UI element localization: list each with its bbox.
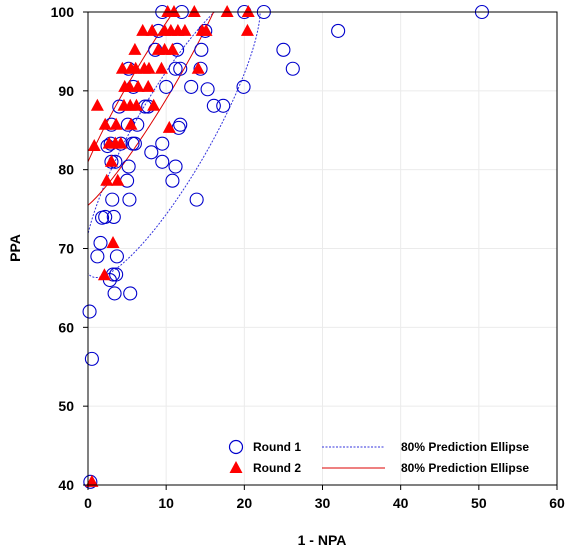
point-round-1 — [168, 61, 183, 76]
point-round-2 — [136, 23, 150, 36]
point-round-1 — [144, 145, 159, 160]
point-round-2 — [90, 98, 104, 111]
legend-ellipse2-label: 80% Prediction Ellipse — [401, 461, 529, 475]
point-round-2 — [131, 79, 145, 92]
point-round-2 — [106, 235, 120, 248]
legend-round2-marker — [229, 461, 243, 473]
x-tick-label: 50 — [471, 495, 487, 511]
legend-round2-label: Round 2 — [253, 461, 301, 475]
point-round-2 — [142, 61, 156, 74]
legend-round1-marker — [228, 439, 244, 455]
point-round-1 — [127, 136, 142, 151]
point-round-1 — [285, 61, 300, 76]
point-round-1 — [107, 286, 122, 301]
point-round-2 — [128, 42, 142, 55]
point-round-1 — [159, 79, 174, 94]
point-round-1 — [173, 117, 188, 132]
point-round-1 — [184, 79, 199, 94]
legend-round1-label: Round 1 — [253, 440, 301, 454]
point-round-1 — [122, 192, 137, 207]
x-tick-label: 30 — [315, 495, 331, 511]
point-round-1 — [93, 235, 108, 251]
x-tick-layer: 0 10 20 30 40 50 60 — [84, 485, 565, 511]
point-round-2 — [199, 23, 213, 36]
point-round-2 — [109, 117, 123, 130]
point-round-2 — [167, 5, 181, 17]
point-round-1 — [84, 351, 99, 366]
point-round-1 — [236, 79, 251, 94]
x-tick-label: 20 — [237, 495, 253, 511]
x-tick-label: 40 — [393, 495, 409, 511]
point-round-1 — [193, 61, 208, 76]
y-tick-label: 70 — [58, 241, 74, 257]
point-round-2 — [154, 61, 168, 74]
x-axis-title: 1 - NPA — [298, 532, 347, 548]
point-round-2 — [141, 79, 155, 92]
point-round-2 — [114, 136, 128, 149]
points-layer — [82, 4, 490, 489]
y-tick-label: 100 — [51, 4, 75, 20]
point-round-1 — [106, 209, 121, 225]
point-round-1 — [194, 42, 209, 57]
point-round-2 — [100, 173, 114, 186]
point-round-1 — [189, 192, 204, 207]
point-round-2 — [162, 120, 176, 133]
point-round-1 — [83, 474, 98, 489]
point-round-2 — [178, 23, 192, 36]
x-tick-label: 0 — [84, 495, 92, 511]
point-round-2 — [241, 5, 255, 17]
point-round-1 — [331, 23, 346, 38]
y-tick-label: 50 — [58, 398, 74, 414]
point-round-2 — [98, 117, 112, 130]
point-round-2 — [165, 42, 179, 55]
point-round-1 — [105, 192, 120, 207]
point-round-1 — [155, 154, 170, 169]
point-round-2 — [129, 98, 143, 111]
point-round-1 — [123, 286, 138, 301]
point-round-1 — [155, 136, 170, 151]
y-tick-label: 80 — [58, 162, 74, 178]
point-round-1 — [173, 61, 188, 76]
point-round-2 — [240, 23, 254, 36]
y-tick-label: 60 — [58, 319, 74, 335]
y-tick-label: 40 — [58, 477, 74, 493]
point-round-2 — [97, 268, 111, 281]
point-round-1 — [276, 42, 291, 57]
point-round-1 — [121, 159, 136, 174]
point-round-1 — [168, 159, 183, 174]
point-round-2 — [158, 23, 172, 36]
point-round-2 — [115, 61, 129, 74]
legend-ellipse1-label: 80% Prediction Ellipse — [401, 440, 529, 454]
point-round-2 — [104, 154, 118, 167]
point-round-1 — [206, 98, 221, 113]
x-tick-label: 60 — [549, 495, 565, 511]
point-round-2 — [111, 173, 125, 186]
legend: Round 1 80% Prediction Ellipse Round 2 8… — [228, 439, 529, 475]
point-round-1 — [200, 82, 215, 97]
point-round-1 — [216, 98, 231, 113]
point-round-1 — [82, 304, 97, 319]
point-round-1 — [109, 249, 124, 264]
y-tick-layer: 40 50 60 70 80 90 100 — [51, 4, 88, 493]
point-round-2 — [145, 23, 159, 36]
point-round-2 — [124, 117, 138, 130]
y-tick-label: 90 — [58, 83, 74, 99]
point-round-2 — [187, 5, 201, 17]
point-round-2 — [147, 98, 161, 111]
point-round-2 — [85, 474, 99, 487]
point-round-1 — [165, 173, 180, 188]
x-tick-label: 10 — [158, 495, 174, 511]
point-round-2 — [129, 61, 143, 74]
grid-layer — [88, 12, 557, 485]
point-round-1 — [90, 249, 105, 264]
point-round-2 — [220, 5, 234, 17]
point-round-2 — [122, 79, 136, 92]
y-axis-title: PPA — [7, 234, 23, 262]
point-round-2 — [191, 61, 205, 74]
prediction-ellipse-round-1 — [88, 12, 261, 279]
point-round-1 — [109, 267, 124, 282]
point-round-1 — [98, 209, 113, 225]
point-round-2 — [87, 139, 101, 152]
